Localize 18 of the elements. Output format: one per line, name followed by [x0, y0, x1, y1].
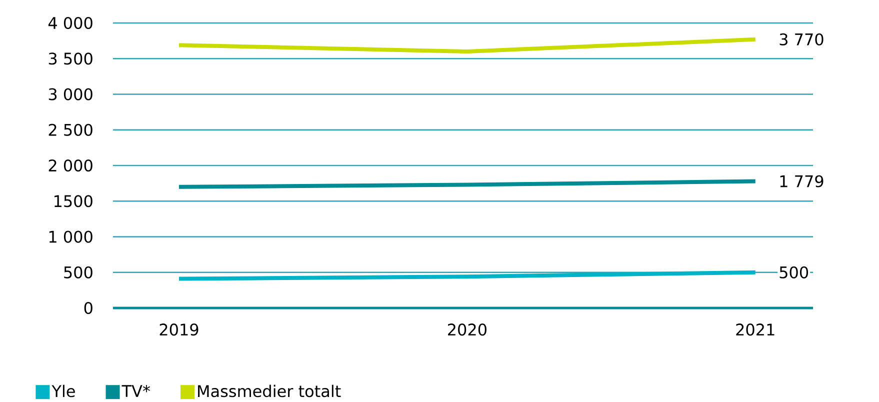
legend-label: Yle — [52, 384, 75, 398]
data-label: 3 770 — [780, 33, 824, 46]
legend-label: TV* — [122, 384, 150, 397]
y-tick-label: 0 — [84, 302, 92, 314]
y-tick-label: 2 500 — [48, 124, 92, 136]
data-label: 500 — [780, 266, 808, 278]
x-tick-label: 2019 — [160, 324, 198, 336]
y-tick-label: 1 000 — [49, 230, 92, 243]
legend-label: Massmedier totalt — [198, 384, 341, 398]
y-tick-label: 4 000 — [48, 16, 92, 30]
x-tick-label: 2020 — [448, 324, 486, 336]
x-tick-label: 2021 — [736, 324, 774, 336]
y-tick-label: 2 000 — [48, 159, 92, 172]
data-label: 1 779 — [780, 175, 824, 188]
y-tick-label: 3 500 — [48, 52, 92, 65]
y-tick-label: 1500 — [54, 195, 92, 208]
y-tick-label: 3 000 — [48, 88, 92, 100]
y-tick-label: 500 — [64, 266, 92, 278]
